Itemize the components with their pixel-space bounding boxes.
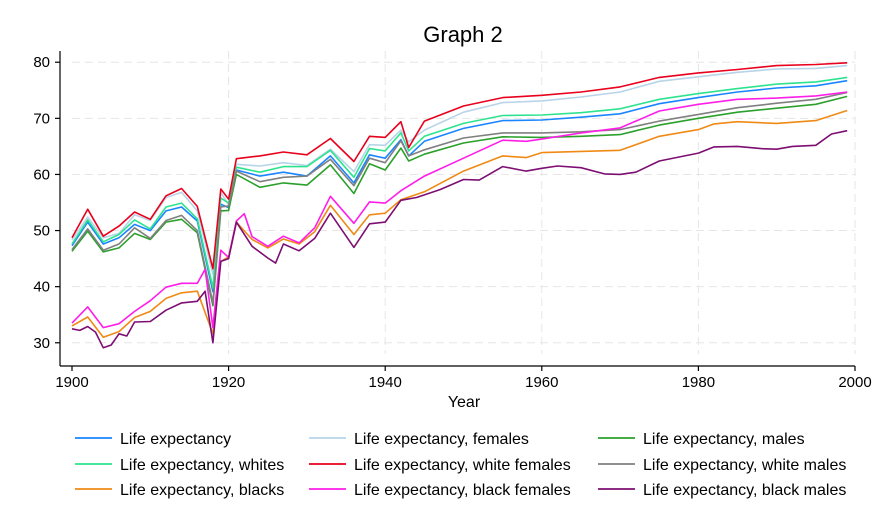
y-tick-label: 40	[33, 279, 50, 296]
x-axis-label: Year	[448, 394, 481, 411]
y-tick-label: 60	[33, 166, 50, 183]
legend-label-6: Life expectancy, blacks	[120, 482, 284, 499]
y-tick-label: 30	[33, 335, 50, 352]
chart-title: Graph 2	[423, 22, 503, 47]
legend-label-7: Life expectancy, black females	[354, 482, 571, 499]
y-tick-label: 50	[33, 223, 50, 240]
series-line-6	[71, 109, 848, 338]
series-line-2	[71, 95, 848, 307]
legend-label-5: Life expectancy, white males	[643, 457, 846, 474]
x-tick-label: 1900	[55, 374, 88, 391]
y-tick-label: 80	[33, 54, 50, 71]
x-tick-label: 2000	[838, 374, 871, 391]
axes: 30 40 50 60 70 80 1900 1920 1940 1960 1980 2000	[33, 51, 872, 391]
x-tick-label: 1960	[525, 374, 558, 391]
x-tick-label: 1940	[369, 374, 402, 391]
series-line-8	[71, 129, 848, 349]
legend-label-2: Life expectancy, males	[643, 431, 805, 448]
series-line-0	[71, 79, 848, 293]
x-tick-label: 1920	[212, 374, 245, 391]
legend-label-3: Life expectancy, whites	[120, 457, 284, 474]
series-line-1	[71, 64, 848, 276]
legend-label-1: Life expectancy, females	[354, 431, 529, 448]
y-tick-label: 70	[33, 110, 50, 127]
legend: Life expectancy Life expectancy, females L…	[75, 431, 846, 499]
legend-label-4: Life expectancy, white females	[354, 457, 571, 474]
legend-label-0: Life expectancy	[120, 431, 231, 448]
series-line-3	[71, 76, 848, 289]
series-lines	[71, 62, 848, 349]
legend-label-8: Life expectancy, black males	[643, 482, 846, 499]
x-tick-label: 1980	[682, 374, 715, 391]
series-line-7	[71, 91, 848, 329]
series-line-4	[71, 62, 848, 270]
series-line-5	[71, 91, 848, 304]
